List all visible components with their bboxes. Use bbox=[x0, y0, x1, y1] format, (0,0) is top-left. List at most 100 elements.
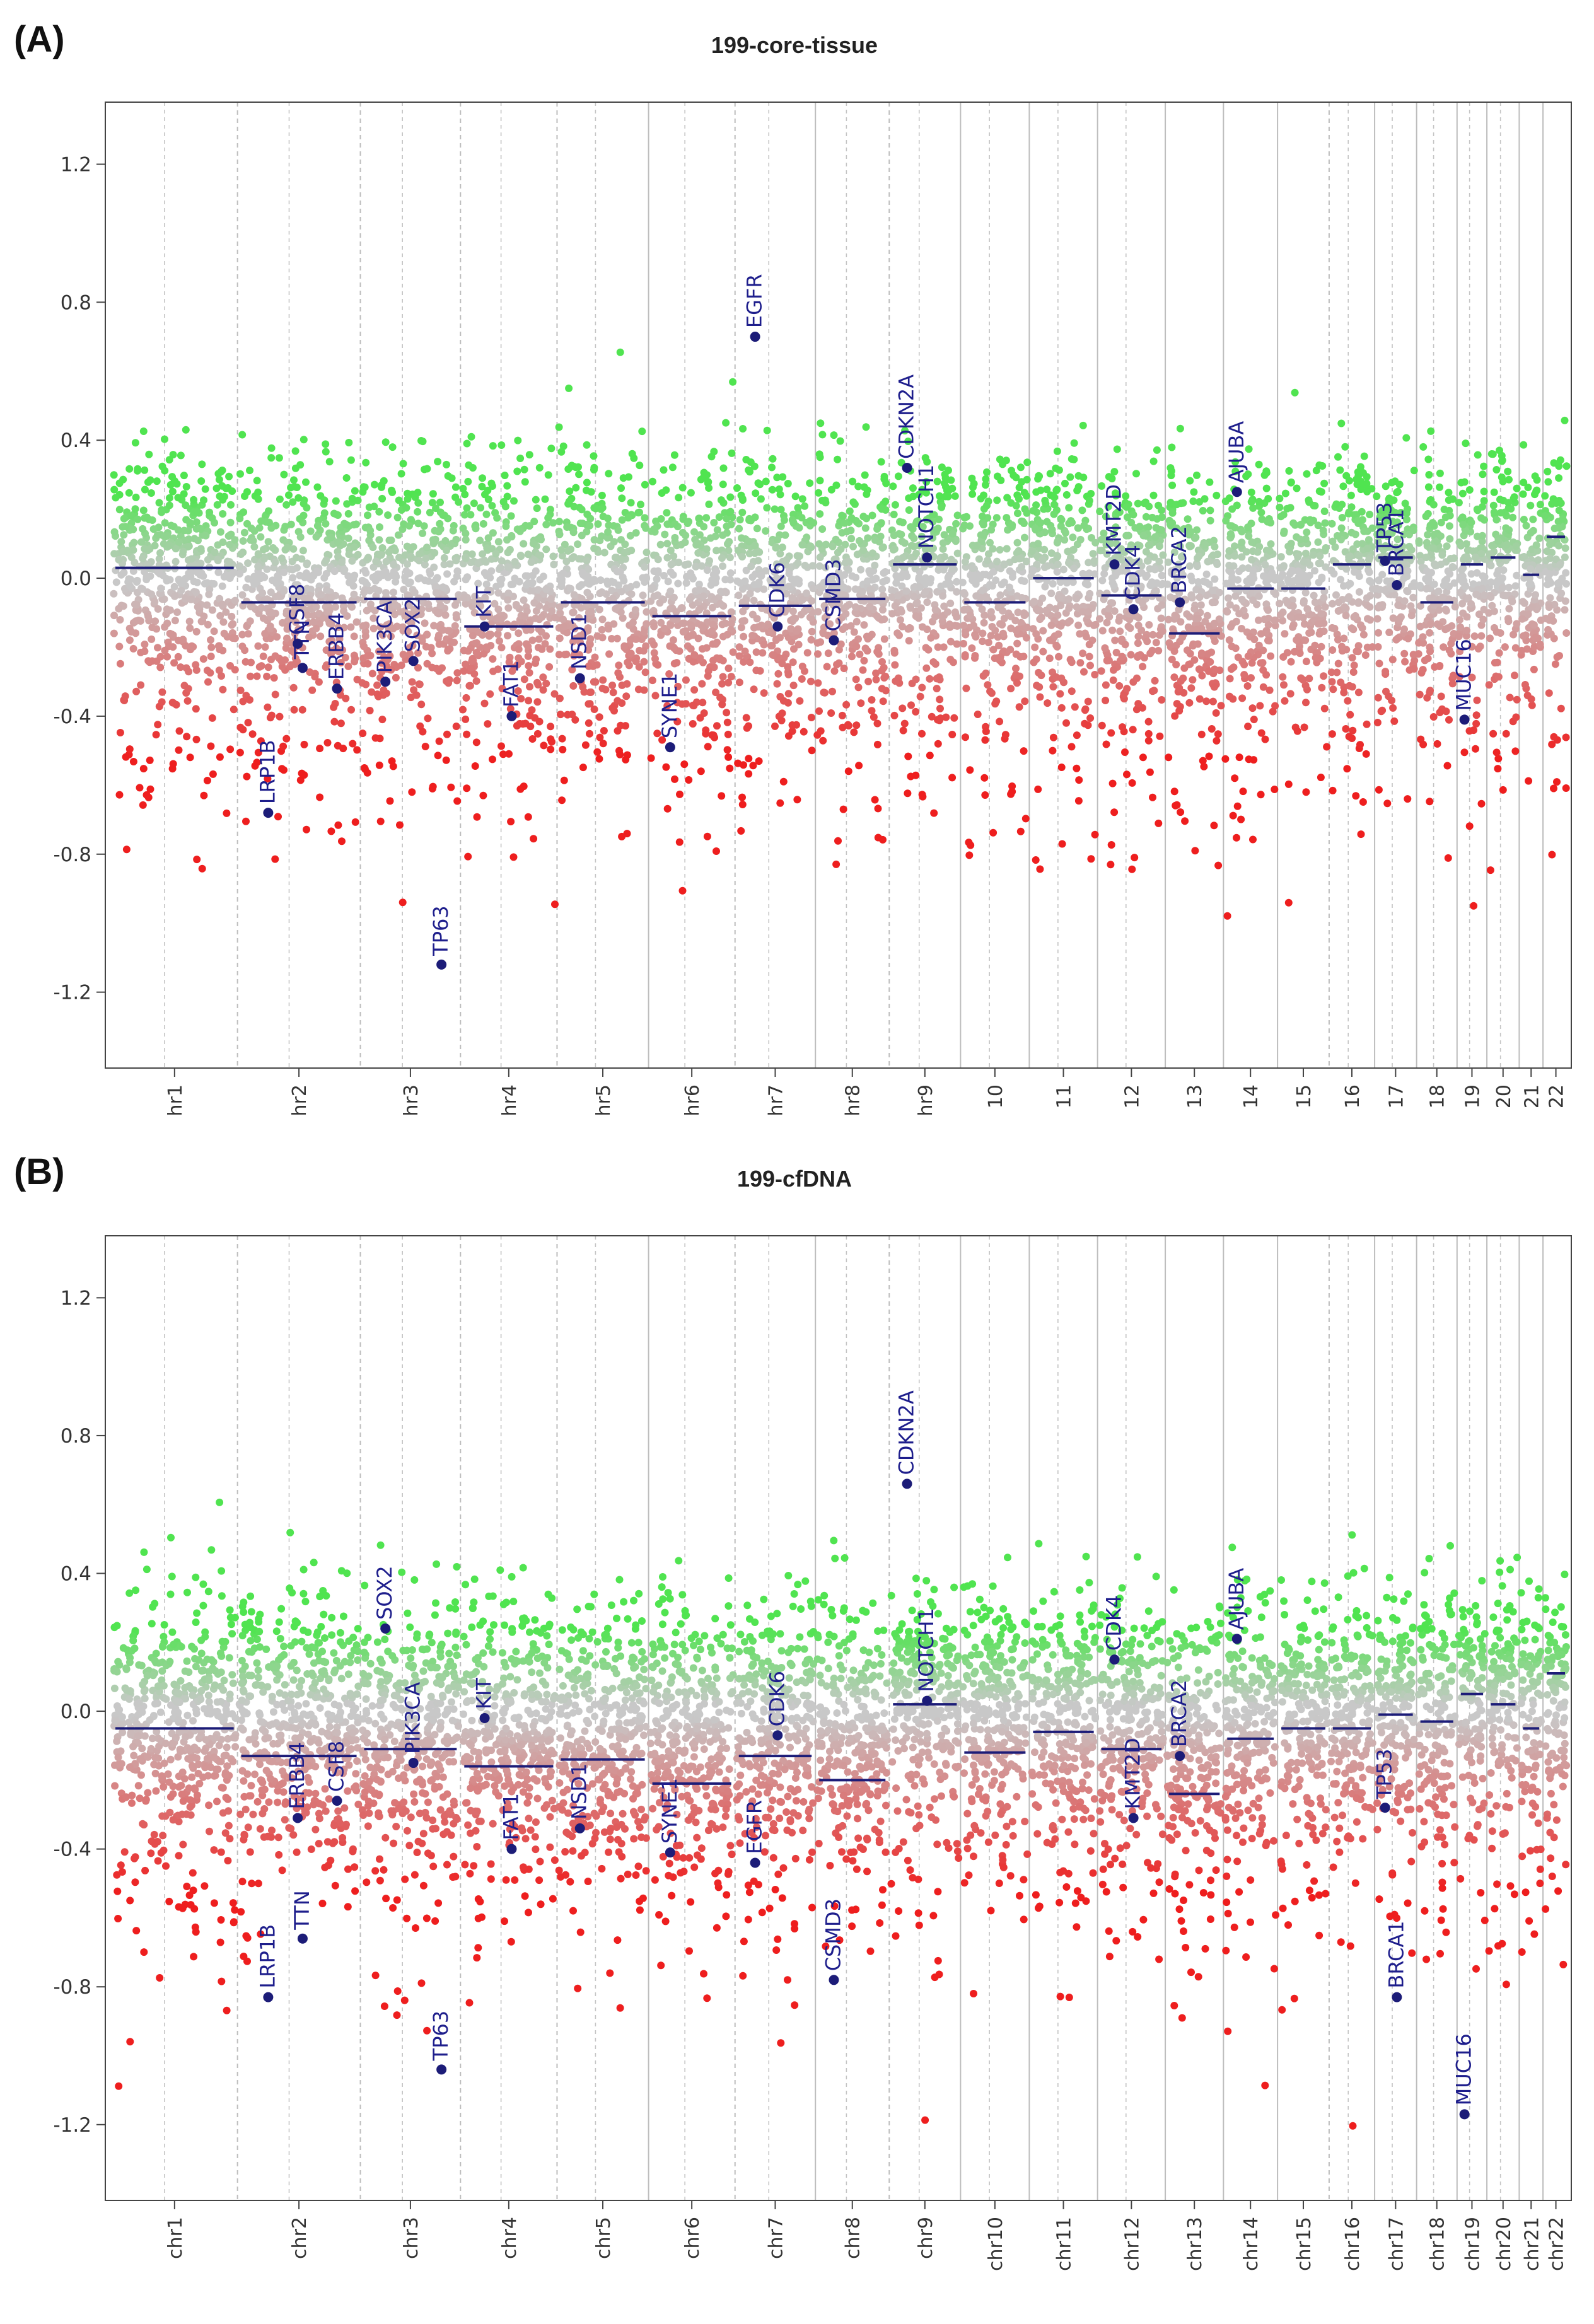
copy-number-point bbox=[719, 656, 727, 665]
copy-number-point bbox=[699, 623, 707, 631]
copy-number-point bbox=[168, 487, 177, 496]
copy-number-point bbox=[1001, 731, 1009, 739]
copy-number-point bbox=[466, 682, 474, 690]
copy-number-point bbox=[163, 577, 171, 584]
copy-number-point bbox=[1247, 488, 1255, 496]
copy-number-point bbox=[1155, 557, 1163, 566]
copy-number-point bbox=[747, 562, 755, 571]
copy-number-point bbox=[760, 641, 768, 649]
copy-number-point bbox=[1321, 603, 1329, 611]
copy-number-point bbox=[1228, 505, 1236, 513]
copy-number-point bbox=[610, 538, 618, 546]
copy-number-point bbox=[980, 491, 987, 499]
copy-number-point bbox=[1225, 561, 1233, 569]
copy-number-point bbox=[294, 625, 303, 633]
copy-number-point bbox=[1287, 658, 1295, 666]
copy-number-point bbox=[1249, 566, 1257, 574]
copy-number-point bbox=[879, 606, 887, 614]
copy-number-point bbox=[141, 514, 149, 522]
copy-number-point bbox=[593, 661, 601, 669]
copy-number-point bbox=[110, 612, 118, 620]
copy-number-point bbox=[1179, 674, 1187, 682]
copy-number-point bbox=[979, 629, 987, 637]
copy-number-point bbox=[789, 518, 798, 526]
copy-number-point bbox=[1355, 552, 1363, 560]
copy-number-point bbox=[431, 549, 439, 557]
copy-number-point bbox=[497, 441, 506, 449]
copy-number-point bbox=[199, 655, 207, 663]
copy-number-point bbox=[214, 642, 223, 650]
copy-number-point bbox=[1281, 489, 1289, 497]
copy-number-point bbox=[337, 719, 345, 728]
copy-number-point bbox=[748, 573, 757, 581]
copy-number-point bbox=[325, 458, 334, 466]
copy-number-point bbox=[477, 504, 485, 512]
copy-number-point bbox=[1057, 516, 1066, 524]
copy-number-point bbox=[1264, 518, 1272, 526]
copy-number-point bbox=[718, 792, 726, 800]
copy-number-point bbox=[533, 678, 541, 687]
copy-number-point bbox=[1299, 676, 1307, 684]
copy-number-point bbox=[857, 566, 864, 574]
copy-number-point bbox=[129, 525, 137, 533]
copy-number-point bbox=[204, 620, 212, 629]
copy-number-point bbox=[641, 480, 649, 489]
copy-number-point bbox=[1110, 666, 1117, 674]
copy-number-point bbox=[912, 549, 920, 557]
copy-number-point bbox=[369, 614, 378, 622]
copy-number-point bbox=[239, 537, 247, 545]
copy-number-point bbox=[916, 692, 924, 700]
copy-number-point bbox=[593, 748, 602, 756]
copy-number-point bbox=[1264, 495, 1272, 503]
copy-number-point bbox=[194, 603, 202, 611]
copy-number-point bbox=[980, 531, 988, 539]
copy-number-point bbox=[852, 603, 859, 611]
copy-number-point bbox=[1314, 620, 1322, 628]
copy-number-point bbox=[849, 498, 858, 506]
copy-number-point bbox=[130, 538, 138, 547]
copy-number-point bbox=[1305, 498, 1313, 506]
copy-number-point bbox=[746, 468, 753, 476]
copy-number-point bbox=[1086, 590, 1094, 598]
copy-number-point bbox=[475, 629, 483, 637]
copy-number-point bbox=[1023, 475, 1031, 484]
copy-number-point bbox=[254, 562, 262, 571]
copy-number-point bbox=[116, 659, 124, 668]
copy-number-point bbox=[1351, 612, 1359, 620]
copy-number-point bbox=[666, 547, 675, 554]
copy-number-point bbox=[1248, 555, 1255, 564]
copy-number-point bbox=[1049, 683, 1057, 691]
copy-number-point bbox=[705, 500, 713, 508]
copy-number-point bbox=[566, 487, 574, 496]
copy-number-point bbox=[1197, 649, 1206, 658]
copy-number-point bbox=[1012, 474, 1020, 482]
copy-number-point bbox=[1052, 641, 1061, 649]
copy-number-point bbox=[605, 625, 612, 633]
copy-number-point bbox=[375, 648, 383, 656]
copy-number-point bbox=[154, 605, 162, 613]
copy-number-point bbox=[334, 741, 342, 750]
copy-number-point bbox=[368, 670, 376, 678]
copy-number-point bbox=[1065, 595, 1073, 603]
copy-number-point bbox=[352, 618, 361, 626]
copy-number-point bbox=[760, 689, 768, 697]
copy-number-point bbox=[443, 570, 451, 578]
copy-number-point bbox=[808, 597, 816, 605]
copy-number-point bbox=[175, 538, 183, 546]
copy-number-point bbox=[472, 677, 480, 685]
copy-number-point bbox=[608, 704, 617, 712]
copy-number-point bbox=[978, 605, 986, 613]
copy-number-point bbox=[1168, 481, 1177, 489]
copy-number-point bbox=[675, 838, 684, 846]
copy-number-point bbox=[1234, 653, 1242, 661]
copy-number-point bbox=[1177, 618, 1185, 626]
copy-number-point bbox=[619, 614, 627, 622]
copy-number-point bbox=[261, 630, 269, 637]
copy-number-point bbox=[656, 540, 665, 549]
copy-number-point bbox=[1057, 622, 1065, 630]
copy-number-point bbox=[565, 384, 573, 392]
copy-number-point bbox=[1134, 632, 1143, 641]
copy-number-point bbox=[637, 501, 644, 509]
copy-number-point bbox=[892, 677, 900, 685]
copy-number-point bbox=[1348, 735, 1356, 742]
